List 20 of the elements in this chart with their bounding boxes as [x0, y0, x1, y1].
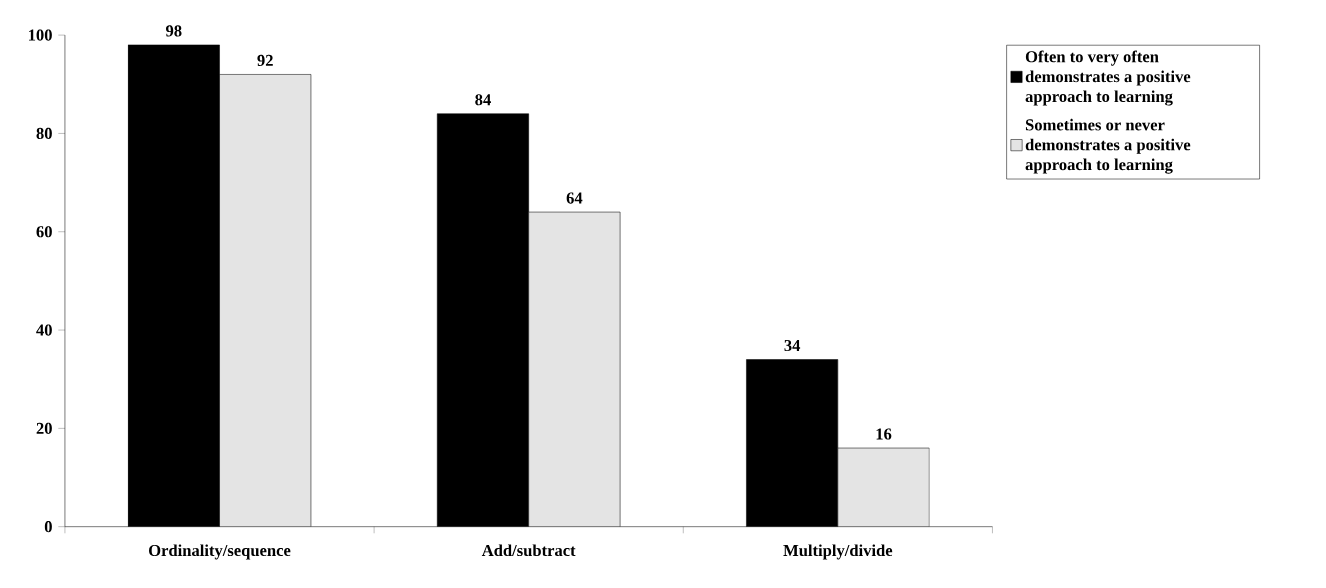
x-tick-label: Multiply/divide [783, 544, 893, 560]
legend-label: Sometimes or never demonstrates a positive approach to learning [1025, 118, 1191, 174]
y-tick-label: 0 [44, 520, 52, 533]
y-tick-label: 40 [36, 324, 52, 336]
data-label: 64 [566, 192, 583, 204]
bar [219, 74, 311, 527]
y-tick-label: 100 [29, 29, 52, 41]
data-label: 84 [475, 94, 491, 106]
data-label: 34 [784, 339, 801, 351]
y-tick-label: 60 [36, 226, 52, 238]
x-tick-label: Add/subtract [481, 544, 576, 556]
bar [528, 211, 621, 527]
y-tick-label: 20 [36, 422, 52, 434]
bar [837, 447, 930, 527]
data-label: 98 [165, 25, 182, 37]
y-tick-label: 80 [36, 127, 52, 139]
data-label: 16 [876, 428, 892, 440]
data-label: 92 [257, 54, 273, 66]
x-tick-label: Ordinality/sequence [149, 544, 291, 560]
legend-label: Often to very often demonstrates a positive approach to learning [1025, 50, 1191, 106]
